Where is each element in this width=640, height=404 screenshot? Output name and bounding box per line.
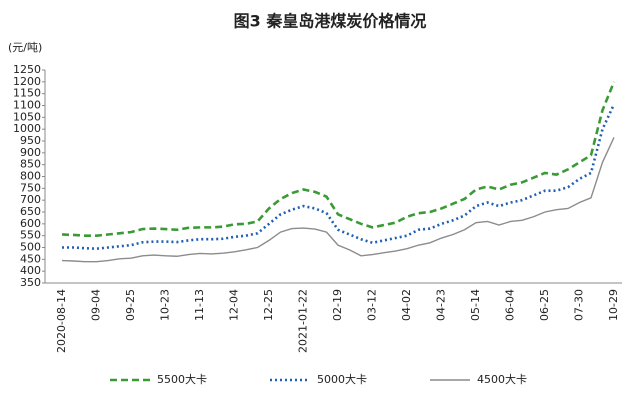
- y-tick-label: 350: [20, 276, 41, 289]
- y-tick-label: 1150: [13, 87, 41, 100]
- x-tick-label: 09-04: [90, 289, 103, 321]
- x-tick-label: 09-25: [124, 289, 137, 321]
- chart-title: 图3 秦皇岛港煤炭价格情况: [234, 12, 427, 31]
- y-tick-label: 950: [20, 134, 41, 147]
- x-tick-label: 2021-01-22: [297, 289, 310, 353]
- y-tick-label: 800: [20, 170, 41, 183]
- y-tick-label: 400: [20, 264, 41, 277]
- x-tick-label: 03-12: [366, 289, 379, 321]
- y-tick-label: 900: [20, 146, 41, 159]
- legend-label: 5500大卡: [157, 372, 207, 386]
- y-axis-label: (元/吨): [8, 41, 42, 54]
- x-tick-label: 10-29: [607, 289, 620, 321]
- x-tick-label: 06-04: [504, 289, 517, 321]
- y-tick-label: 550: [20, 229, 41, 242]
- legend-label: 4500大卡: [477, 372, 527, 386]
- x-tick-label: 12-04: [228, 289, 241, 321]
- y-tick-label: 700: [20, 193, 41, 206]
- x-tick-label: 06-25: [538, 289, 551, 321]
- y-tick-label: 600: [20, 217, 41, 230]
- y-tick-label: 450: [20, 252, 41, 265]
- y-tick-label: 850: [20, 158, 41, 171]
- y-tick-label: 650: [20, 205, 41, 218]
- series-line: [61, 81, 616, 237]
- x-tick-label: 10-23: [159, 289, 172, 321]
- y-tick-label: 1200: [13, 75, 41, 88]
- y-tick-label: 1000: [13, 122, 41, 135]
- legend-label: 5000大卡: [317, 372, 367, 386]
- x-tick-label: 02-19: [331, 289, 344, 321]
- x-tick-label: 07-30: [573, 289, 586, 321]
- x-tick-label: 11-13: [193, 289, 206, 321]
- y-tick-label: 1100: [13, 99, 41, 112]
- x-tick-label: 05-14: [469, 289, 482, 321]
- x-tick-label: 04-02: [400, 289, 413, 321]
- y-tick-label: 1050: [13, 110, 41, 123]
- series-line: [62, 103, 616, 250]
- x-tick-label: 2020-08-14: [55, 289, 68, 353]
- x-tick-label: 04-23: [435, 289, 448, 321]
- x-tick-label: 12-25: [262, 289, 275, 321]
- y-tick-label: 1250: [13, 63, 41, 76]
- y-tick-label: 500: [20, 241, 41, 254]
- series-line: [61, 137, 615, 263]
- y-tick-label: 750: [20, 181, 41, 194]
